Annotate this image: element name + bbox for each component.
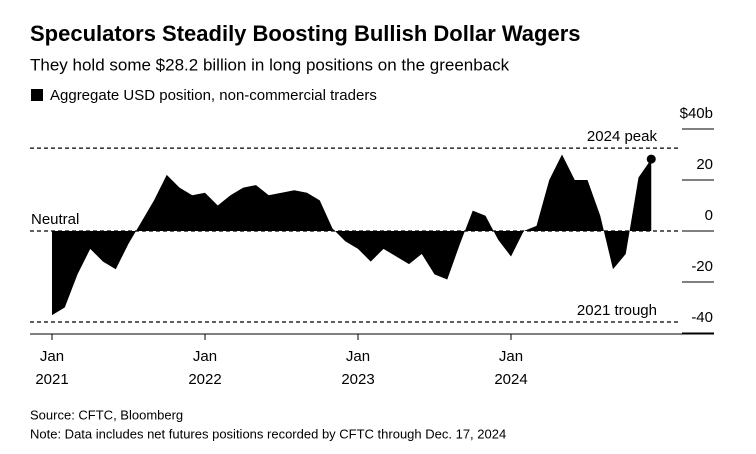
x-tick-label: 2022 — [188, 371, 221, 388]
legend-label: Aggregate USD position, non-commercial t… — [50, 87, 377, 104]
reference-label: 2021 trough — [577, 302, 657, 319]
y-tick-label: 0 — [705, 207, 713, 224]
area — [52, 154, 652, 316]
y-tick-label: -40 — [691, 309, 713, 326]
last-point — [646, 154, 656, 164]
source: Source: CFTC, Bloomberg — [30, 407, 183, 422]
x-tick-label: Jan — [346, 348, 370, 365]
y-tick-label: -20 — [691, 258, 713, 275]
note: Note: Data includes net futures position… — [30, 426, 506, 441]
y-tick-label: 20 — [696, 156, 713, 173]
x-tick-label: 2023 — [341, 371, 374, 388]
reference-label: 2024 peak — [587, 128, 658, 145]
x-tick-label: Jan — [193, 348, 217, 365]
chart-subtitle: They hold some $28.2 billion in long pos… — [30, 55, 510, 74]
x-tick-label: 2024 — [494, 371, 527, 388]
x-tick-label: Jan — [40, 348, 64, 365]
legend-swatch — [31, 89, 43, 101]
x-tick-label: Jan — [499, 348, 523, 365]
y-tick-label: $40b — [680, 105, 713, 122]
x-tick-label: 2021 — [35, 371, 68, 388]
chart-title: Speculators Steadily Boosting Bullish Do… — [30, 21, 581, 46]
reference-label: Neutral — [31, 211, 79, 228]
